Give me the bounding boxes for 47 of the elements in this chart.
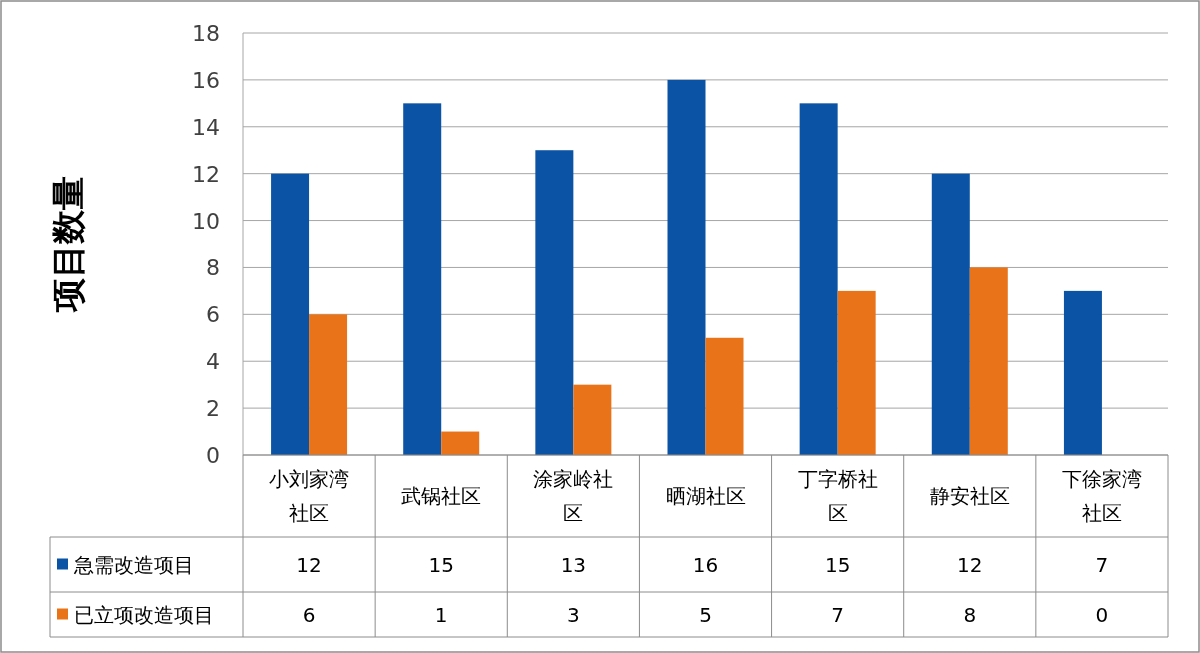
y-tick-label: 8	[206, 255, 220, 281]
y-tick-label: 6	[206, 302, 220, 328]
bar	[403, 103, 442, 455]
data-label: 1	[434, 602, 448, 627]
y-tick-label: 12	[192, 161, 220, 187]
bar	[441, 431, 480, 455]
x-tick-label: 静安社区	[929, 484, 1010, 508]
y-tick-label: 16	[192, 67, 220, 93]
x-tick-label: 武锅社区	[401, 484, 482, 508]
y-tick-label: 18	[192, 21, 220, 46]
x-tick-label: 小刘家湾社区	[269, 467, 350, 525]
x-tick-label: 晒湖社区	[665, 484, 746, 508]
y-tick-label: 2	[206, 396, 220, 422]
x-tick-label: 下徐家湾社区	[1061, 467, 1142, 525]
y-tick-label: 10	[192, 208, 220, 234]
y-axis-title: 项目数量	[48, 176, 88, 313]
data-label: 6	[302, 602, 316, 627]
x-tick-label: 涂家岭社区	[533, 467, 614, 525]
bar	[271, 173, 310, 455]
data-label: 12	[296, 552, 322, 577]
bar	[837, 290, 876, 455]
data-label: 0	[1095, 602, 1109, 627]
bar	[705, 337, 744, 455]
bar	[309, 314, 348, 455]
data-label: 13	[560, 552, 587, 577]
bar	[535, 150, 574, 455]
data-label: 15	[428, 552, 454, 577]
data-label: 7	[831, 602, 845, 627]
y-tick-label: 14	[192, 114, 220, 140]
data-label: 5	[699, 602, 712, 627]
bar	[799, 103, 838, 455]
bar	[969, 267, 1008, 455]
bar	[1063, 290, 1102, 455]
data-label: 3	[566, 602, 580, 627]
data-label: 8	[963, 602, 977, 627]
data-label: 7	[1095, 552, 1109, 577]
data-label: 15	[824, 552, 851, 577]
bar	[931, 173, 970, 455]
x-tick-label: 丁字桥社区	[797, 467, 878, 525]
legend-label: 已立项改造项目	[74, 602, 214, 627]
bar	[573, 384, 612, 455]
y-tick-label: 0	[206, 443, 220, 468]
data-label: 16	[692, 552, 719, 577]
data-label: 12	[957, 552, 983, 577]
y-tick-label: 4	[206, 349, 220, 375]
bar	[667, 79, 706, 455]
legend-label: 急需改造项目	[73, 552, 194, 577]
